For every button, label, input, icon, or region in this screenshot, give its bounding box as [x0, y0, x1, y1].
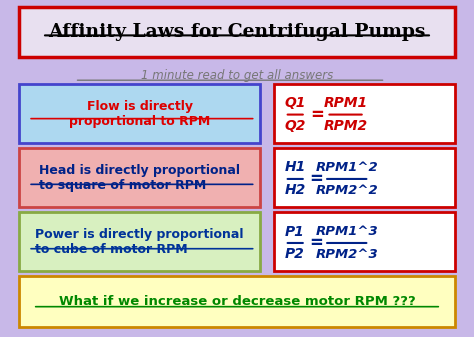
Text: RPM1^2: RPM1^2	[316, 161, 378, 174]
Text: Affinity Laws for Centrifugal Pumps: Affinity Laws for Centrifugal Pumps	[48, 23, 426, 41]
Text: =: =	[309, 234, 323, 252]
Text: P1: P1	[285, 224, 305, 239]
Text: 1 minute read to get all answers: 1 minute read to get all answers	[141, 69, 333, 82]
Text: =: =	[310, 105, 324, 124]
Text: Q2: Q2	[284, 119, 306, 133]
FancyBboxPatch shape	[274, 84, 455, 143]
Text: RPM2^3: RPM2^3	[316, 248, 378, 261]
FancyBboxPatch shape	[19, 276, 455, 327]
Text: H2: H2	[284, 183, 306, 197]
FancyBboxPatch shape	[19, 212, 260, 271]
FancyBboxPatch shape	[19, 7, 455, 57]
Text: Power is directly proportional
to cube of motor RPM: Power is directly proportional to cube o…	[36, 227, 244, 256]
Text: RPM2^2: RPM2^2	[316, 184, 378, 197]
Text: =: =	[309, 170, 323, 188]
FancyBboxPatch shape	[19, 148, 260, 207]
Text: Head is directly proportional
to square of motor RPM: Head is directly proportional to square …	[39, 163, 240, 192]
Text: RPM1^3: RPM1^3	[316, 225, 378, 238]
Text: P2: P2	[285, 247, 305, 262]
FancyBboxPatch shape	[274, 148, 455, 207]
Text: What if we increase or decrease motor RPM ???: What if we increase or decrease motor RP…	[59, 295, 415, 308]
Text: H1: H1	[284, 160, 306, 175]
FancyBboxPatch shape	[274, 212, 455, 271]
Text: RPM1: RPM1	[324, 96, 368, 111]
FancyBboxPatch shape	[19, 84, 260, 143]
Text: RPM2: RPM2	[324, 119, 368, 133]
Text: Flow is directly
proportional to RPM: Flow is directly proportional to RPM	[69, 99, 210, 128]
Text: Q1: Q1	[284, 96, 306, 111]
